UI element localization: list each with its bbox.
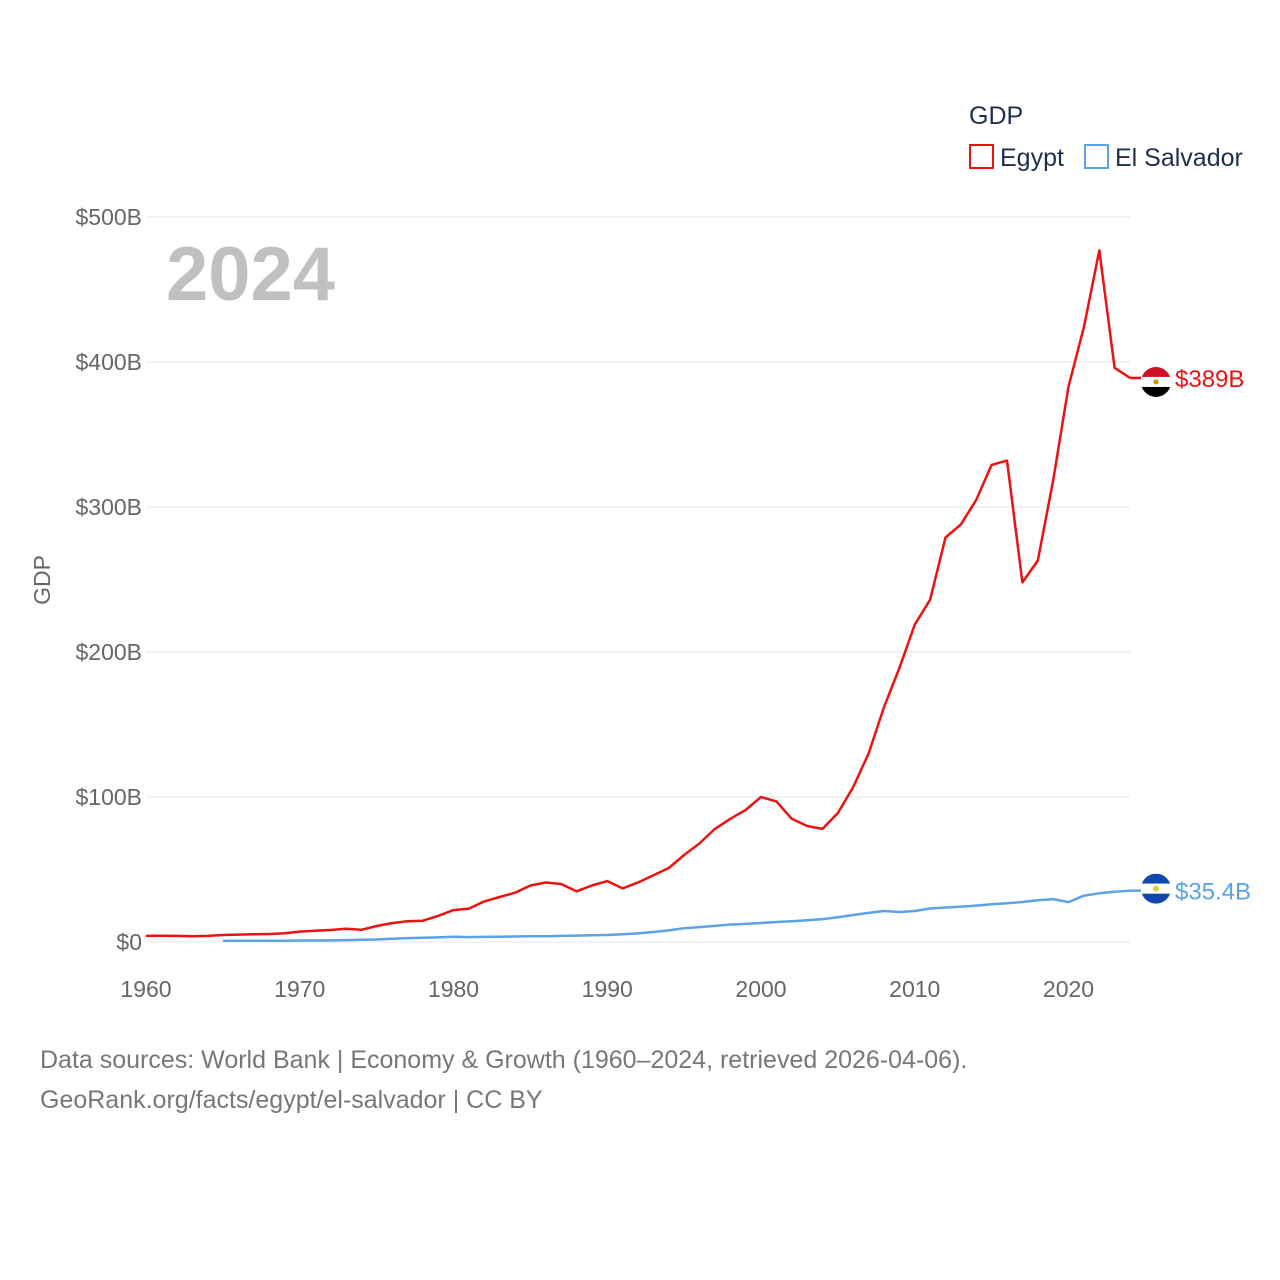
year-overlay: 2024 <box>166 232 335 317</box>
x-tick-label: 2010 <box>889 976 940 1002</box>
series-line-egypt[interactable] <box>145 249 1131 938</box>
end-value-label-el-salvador: $35.4B <box>1175 879 1251 906</box>
y-axis-ticks: $0 $100B $200B $300B $400B $500B <box>75 204 142 955</box>
x-tick-label: 1970 <box>274 976 325 1002</box>
x-tick-label: 2000 <box>735 976 786 1002</box>
legend-label-el-salvador[interactable]: El Salvador <box>1115 144 1243 172</box>
series-layer <box>145 249 1131 943</box>
x-tick-label: 2020 <box>1043 976 1094 1002</box>
source-line-1: Data sources: World Bank | Economy & Gro… <box>40 1046 968 1074</box>
y-tick-label: $200B <box>75 639 142 665</box>
source-line-2[interactable]: GeoRank.org/facts/egypt/el-salvador | CC… <box>40 1086 543 1114</box>
series-line-el-salvador[interactable] <box>222 889 1131 943</box>
y-tick-label: $100B <box>75 784 142 810</box>
el-salvador-flag-icon <box>1141 873 1171 904</box>
x-tick-label: 1980 <box>428 976 479 1002</box>
legend-title: GDP <box>969 102 1023 130</box>
y-tick-label: $500B <box>75 204 142 230</box>
x-tick-label: 1960 <box>120 976 171 1002</box>
egypt-flag-icon <box>1141 366 1171 397</box>
source-note: Data sources: World Bank | Economy & Gro… <box>40 1040 1240 1120</box>
end-labels: $389B $35.4B <box>1130 366 1251 906</box>
y-tick-label: $400B <box>75 349 142 375</box>
y-tick-label: $0 <box>116 929 142 955</box>
legend-swatch-egypt[interactable] <box>969 144 994 169</box>
legend: GDP Egypt El Salvador <box>969 102 1243 172</box>
x-tick-label: 1990 <box>582 976 633 1002</box>
x-axis-ticks: 1960 1970 1980 1990 2000 2010 2020 <box>120 976 1094 1002</box>
grid-lines <box>146 216 1130 943</box>
legend-label-egypt[interactable]: Egypt <box>1000 144 1064 172</box>
y-tick-label: $300B <box>75 494 142 520</box>
legend-swatch-el-salvador[interactable] <box>1084 144 1109 169</box>
end-value-label-egypt: $389B <box>1175 366 1244 393</box>
y-axis-label: GDP <box>29 555 55 605</box>
